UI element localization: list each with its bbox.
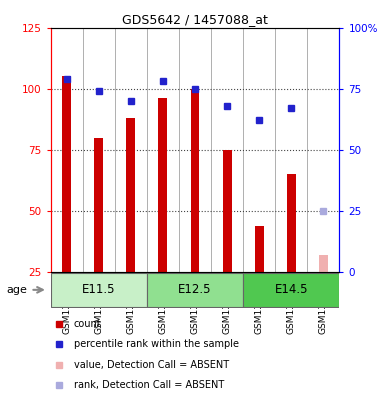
Text: E11.5: E11.5 [82, 283, 115, 296]
Text: percentile rank within the sample: percentile rank within the sample [74, 339, 239, 349]
Bar [51, 28, 83, 272]
Bar [126, 118, 135, 272]
Bar [147, 28, 179, 272]
Text: rank, Detection Call = ABSENT: rank, Detection Call = ABSENT [74, 380, 224, 390]
Bar [223, 150, 232, 272]
Bar [190, 89, 200, 272]
Text: value, Detection Call = ABSENT: value, Detection Call = ABSENT [74, 360, 229, 369]
Bar [243, 28, 275, 272]
Bar [115, 28, 147, 272]
Bar [83, 28, 115, 272]
Bar [51, 273, 147, 307]
Bar [179, 28, 211, 272]
Text: E12.5: E12.5 [178, 283, 212, 296]
Bar [158, 99, 167, 272]
Bar [307, 28, 339, 272]
Bar [94, 138, 103, 272]
Bar [62, 77, 71, 272]
Bar [147, 273, 243, 307]
Text: count: count [74, 319, 101, 329]
Bar [211, 28, 243, 272]
Bar [275, 28, 307, 272]
Bar [243, 273, 339, 307]
Bar [287, 174, 296, 272]
Bar [255, 226, 264, 272]
Bar [319, 255, 328, 272]
Text: age: age [7, 285, 28, 295]
Title: GDS5642 / 1457088_at: GDS5642 / 1457088_at [122, 13, 268, 26]
Text: E14.5: E14.5 [275, 283, 308, 296]
